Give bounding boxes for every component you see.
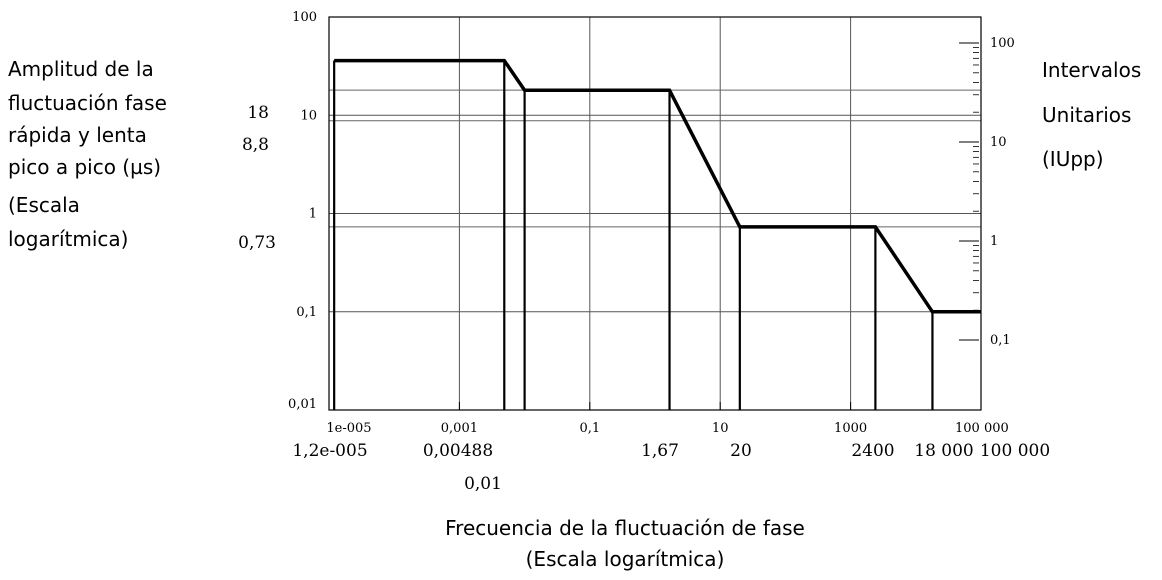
- y-tick-label: 1: [309, 207, 317, 222]
- y-tick-label: 10: [300, 108, 317, 123]
- x-tick-label: 1000: [834, 421, 867, 436]
- series-point: [931, 311, 933, 313]
- x-tick-label: 0,1: [579, 421, 600, 436]
- x-tick-label: 0,001: [441, 421, 478, 436]
- x-axis-title-line-1: Frecuencia de la fluctuación de fase: [445, 516, 805, 540]
- y-mark-label: 0,73: [238, 233, 276, 253]
- right-axis-title-line-3: (IUpp): [1042, 147, 1104, 171]
- y-mark-label: 8,8: [242, 135, 269, 155]
- plot-frame: [328, 16, 982, 411]
- series-point: [980, 311, 982, 313]
- x-tick-label: 100 000: [955, 421, 1009, 436]
- right-axis-tick-label: 10: [990, 135, 1007, 150]
- series-point: [503, 60, 505, 62]
- y-mark-label: 18: [247, 103, 269, 123]
- x-mark-label: 18 000: [914, 441, 973, 461]
- right-axis-tick-label: 0,1: [990, 333, 1011, 348]
- y-axis-title-line-3: rápida y lenta: [8, 123, 147, 147]
- series-point: [669, 89, 671, 91]
- series-point: [333, 60, 335, 62]
- x-mark-label: 1,67: [641, 441, 679, 461]
- x-mark-label: 20: [730, 441, 752, 461]
- x-mark-label: 0,00488: [423, 441, 493, 461]
- x-tick-label: 10: [712, 421, 729, 436]
- series-point: [739, 226, 741, 228]
- right-axis-title-line-1: Intervalos: [1042, 58, 1141, 82]
- x-mark-label: 1,2e-005: [292, 441, 367, 461]
- right-axis-tick-label: 100: [990, 36, 1015, 51]
- jitter-mask-series-line: [334, 58, 981, 314]
- x-tick-label: 1e-005: [326, 421, 371, 436]
- y-axis-title-line-5: (Escala: [8, 193, 80, 217]
- y-tick-label: 100: [292, 10, 317, 25]
- x-mark-label: 2400: [851, 441, 894, 461]
- series-point: [524, 89, 526, 91]
- x-mark-label: 0,01: [464, 474, 502, 494]
- y-axis-title-line-1: Amplitud de la: [8, 57, 154, 81]
- y-tick-label: 0,1: [296, 305, 317, 320]
- y-axis-title-line-6: logarítmica): [8, 227, 128, 251]
- y-tick-label: 0,01: [288, 397, 317, 412]
- right-axis-title-line-2: Unitarios: [1042, 103, 1131, 127]
- x-axis-title-line-2: (Escala logarítmica): [526, 547, 725, 571]
- right-axis-tick-label: 1: [990, 234, 998, 249]
- y-axis-title-line-4: pico a pico (µs): [8, 155, 161, 179]
- y-axis-title-line-2: fluctuación fase: [8, 91, 167, 115]
- series-point: [874, 226, 876, 228]
- x-mark-label: 100 000: [980, 441, 1050, 461]
